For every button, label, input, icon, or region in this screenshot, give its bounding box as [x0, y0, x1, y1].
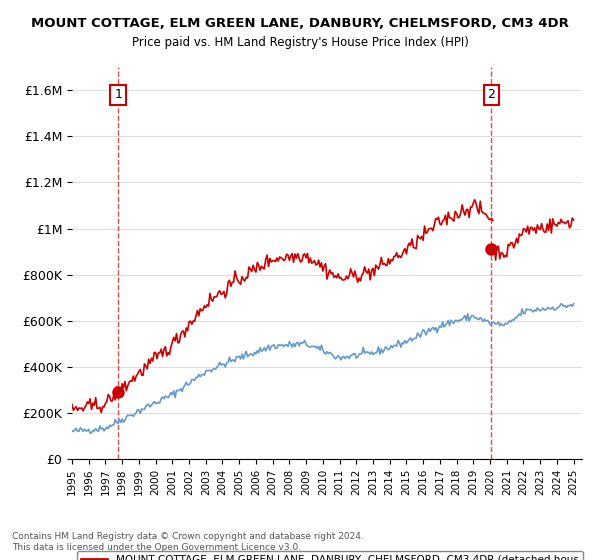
Text: Price paid vs. HM Land Registry's House Price Index (HPI): Price paid vs. HM Land Registry's House …	[131, 36, 469, 49]
Text: Contains HM Land Registry data © Crown copyright and database right 2024.
This d: Contains HM Land Registry data © Crown c…	[12, 532, 364, 552]
Text: 2: 2	[487, 88, 496, 101]
Text: 1: 1	[114, 88, 122, 101]
Legend: MOUNT COTTAGE, ELM GREEN LANE, DANBURY, CHELMSFORD, CM3 4DR (detached hous, HPI:: MOUNT COTTAGE, ELM GREEN LANE, DANBURY, …	[77, 550, 583, 560]
Text: MOUNT COTTAGE, ELM GREEN LANE, DANBURY, CHELMSFORD, CM3 4DR: MOUNT COTTAGE, ELM GREEN LANE, DANBURY, …	[31, 17, 569, 30]
